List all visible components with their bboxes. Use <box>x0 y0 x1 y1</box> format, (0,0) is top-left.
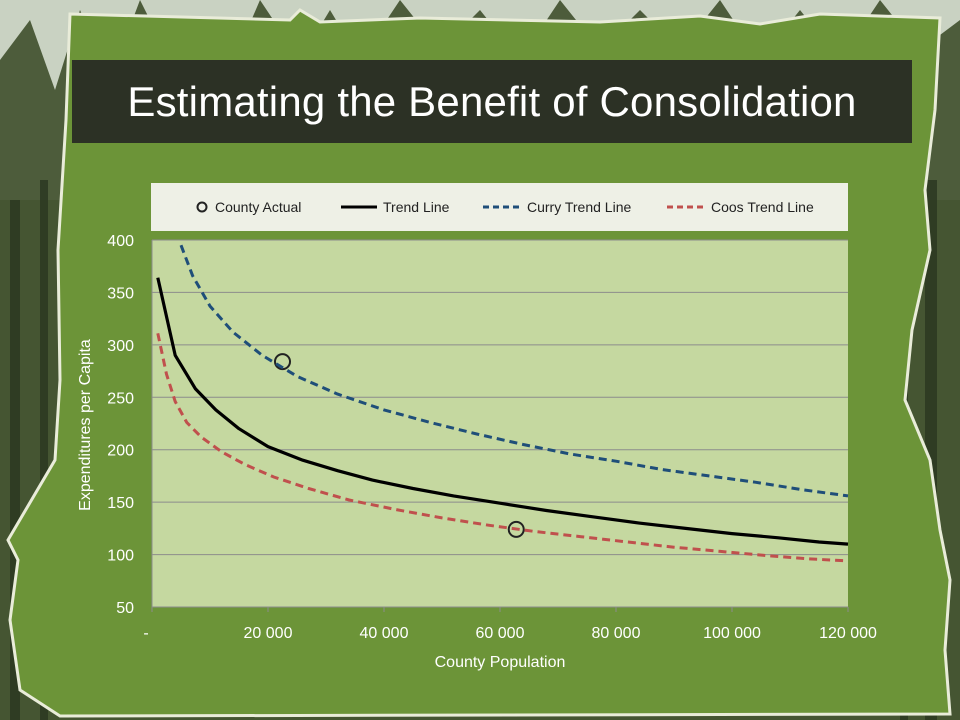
y-tick-label: 350 <box>107 285 134 302</box>
y-tick-label: 300 <box>107 338 134 355</box>
y-tick-label: 250 <box>107 390 134 407</box>
legend-label: Coos Trend Line <box>711 199 814 215</box>
legend-label: Curry Trend Line <box>527 199 632 215</box>
legend-label: County Actual <box>215 199 302 215</box>
chart-legend: County Actual Trend Line Curry Trend Lin… <box>151 183 848 231</box>
plot-area <box>152 240 848 607</box>
title-bar: Estimating the Benefit of Consolidation <box>72 60 912 143</box>
y-tick-label: 100 <box>107 548 134 565</box>
dashed-line-icon <box>667 205 705 209</box>
y-tick-label: 400 <box>107 233 134 250</box>
x-tick-label: 80 000 <box>592 625 641 642</box>
legend-item-coos-trend-line: Coos Trend Line <box>667 183 814 231</box>
legend-item-county-actual: County Actual <box>195 183 301 231</box>
x-tick-label: 120 000 <box>819 625 877 642</box>
legend-item-curry-trend-line: Curry Trend Line <box>483 183 631 231</box>
x-tick-label: 60 000 <box>476 625 525 642</box>
x-tick-label: 20 000 <box>244 625 293 642</box>
dashed-line-icon <box>483 205 521 209</box>
y-tick-label: 50 <box>116 600 134 617</box>
series-line-curry-trend-line <box>179 244 849 498</box>
x-tick-label: - <box>143 625 148 642</box>
y-tick-label: 150 <box>107 495 134 512</box>
legend-item-trend-line: Trend Line <box>341 183 449 231</box>
y-tick-label: 200 <box>107 443 134 460</box>
solid-line-icon <box>341 205 377 209</box>
slide-title: Estimating the Benefit of Consolidation <box>127 77 857 125</box>
legend-label: Trend Line <box>383 199 450 215</box>
series-line-trend-line <box>156 277 849 546</box>
x-tick-label: 100 000 <box>703 625 761 642</box>
point-county-actual <box>507 520 525 538</box>
y-axis-title: Expenditures per Capita <box>77 339 94 511</box>
circle-marker-icon <box>196 201 208 213</box>
x-tick-label: 40 000 <box>360 625 409 642</box>
point-county-actual <box>274 353 291 371</box>
x-axis-title: County Population <box>435 654 566 671</box>
